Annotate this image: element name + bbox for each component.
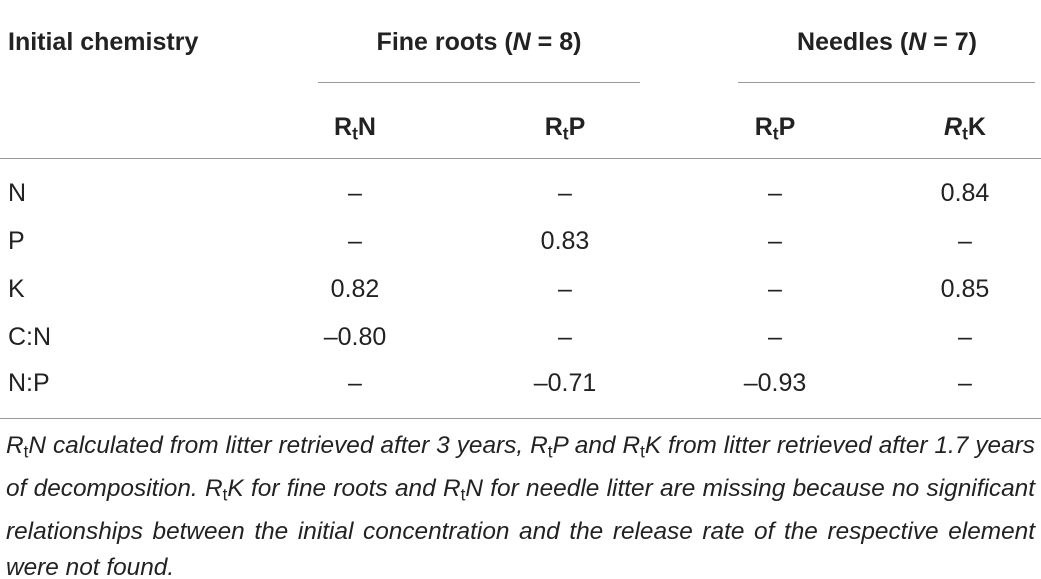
group-header-part: N <box>512 28 531 56</box>
group-header-part: = 7) <box>926 28 977 56</box>
footnote-subscript: t <box>640 442 645 462</box>
footnote-text: R <box>6 432 24 459</box>
cell: 0.82 <box>330 275 380 303</box>
footnote: RtN calculated from litter retrieved aft… <box>6 428 1035 579</box>
footnote-text: N for needle litter are missing because … <box>6 474 1036 579</box>
group-rule <box>738 82 1035 83</box>
group-header: Needles (N = 7) <box>797 27 977 57</box>
column-header-part: R <box>944 113 963 141</box>
row-label: K <box>8 275 25 303</box>
cell: 0.83 <box>540 227 590 255</box>
cell: – <box>348 179 362 207</box>
row-label: N <box>8 179 27 207</box>
footnote-text: K for fine roots and R <box>227 474 461 502</box>
cell: – <box>768 275 782 303</box>
row-label: N:P <box>8 369 50 397</box>
column-header-part: t <box>962 123 968 144</box>
cell: –0.80 <box>323 323 387 351</box>
header-rule <box>0 158 1041 159</box>
group-header-part: Needles ( <box>797 28 909 56</box>
footnote-subscript: t <box>460 485 466 505</box>
group-header-part: Fine roots ( <box>376 28 513 56</box>
cell: – <box>768 179 782 207</box>
group-rule <box>318 82 640 83</box>
column-header-part: t <box>352 123 358 144</box>
row-label: C:N <box>8 323 52 351</box>
column-header-part: R <box>334 113 353 141</box>
column-header: RtN <box>334 112 376 148</box>
row-label: P <box>8 227 25 255</box>
column-header-part: K <box>967 113 986 141</box>
footnote-subscript: t <box>23 442 29 462</box>
group-header-part: N <box>908 28 927 56</box>
cell: – <box>958 227 972 255</box>
column-header-part: P <box>568 113 586 141</box>
cell: – <box>558 323 572 351</box>
cell: 0.85 <box>940 275 990 303</box>
cell: – <box>958 323 972 351</box>
column-header: RtP <box>545 112 586 148</box>
bottom-rule <box>0 418 1041 419</box>
group-header: Fine roots (N = 8) <box>377 27 582 57</box>
cell: – <box>958 369 972 397</box>
cell: – <box>348 227 362 255</box>
column-header: RtP <box>755 112 796 148</box>
footnote-text: K from litter retrieved after 1.7 years … <box>6 432 1035 502</box>
cell: – <box>558 179 572 207</box>
footnote-subscript: t <box>222 485 228 505</box>
cell: – <box>348 369 362 397</box>
first-header: Initial chemistry <box>8 28 199 56</box>
footnote-subscript: t <box>547 442 553 462</box>
cell: – <box>768 227 782 255</box>
column-header-part: t <box>562 123 569 144</box>
column-header-part: P <box>778 113 796 141</box>
cell: – <box>768 323 782 351</box>
column-header: RtK <box>944 112 986 148</box>
cell: –0.93 <box>743 369 807 397</box>
column-header-part: R <box>544 113 563 141</box>
cell: – <box>558 275 572 303</box>
column-header-part: N <box>357 113 376 141</box>
column-header-part: t <box>772 123 779 144</box>
column-header-part: R <box>754 113 773 141</box>
footnote-text: P and R <box>552 432 641 459</box>
footnote-text: N calculated from litter retrieved after… <box>28 432 548 459</box>
cell: –0.71 <box>533 369 597 397</box>
group-header-part: = 8) <box>530 28 582 56</box>
cell: 0.84 <box>940 179 990 207</box>
